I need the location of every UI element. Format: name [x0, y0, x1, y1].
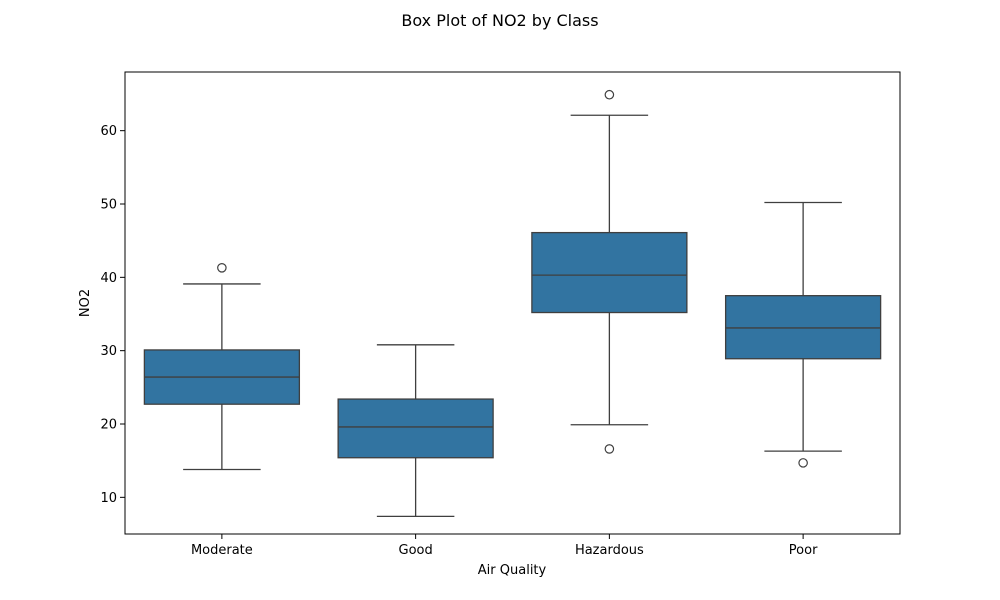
outlier-point [217, 262, 227, 273]
iqr-box [531, 231, 688, 314]
x-tick-label: Poor [789, 543, 818, 558]
box-group-hazardous [531, 89, 688, 454]
y-tick-label: 10 [100, 491, 117, 506]
y-tick-label: 30 [100, 344, 117, 359]
outlier-point [604, 89, 615, 100]
x-tick-label: Hazardous [575, 543, 644, 558]
outlier-point [604, 444, 615, 454]
y-tick-label: 50 [100, 198, 117, 213]
x-tick-label: Moderate [191, 543, 253, 558]
box-group-moderate [143, 262, 301, 471]
iqr-box [337, 398, 494, 459]
plot-area [143, 89, 882, 518]
iqr-box [724, 295, 882, 360]
x-axis-label: Air Quality [478, 563, 547, 578]
y-tick-label: 60 [100, 124, 117, 139]
box-group-good [337, 344, 494, 518]
x-tick-label: Good [399, 543, 433, 558]
y-axis-label: NO2 [78, 289, 93, 317]
chart-title: Box Plot of NO2 by Class [401, 11, 598, 30]
y-tick-label: 40 [100, 271, 117, 286]
box-group-poor [724, 201, 882, 468]
y-tick-label: 20 [100, 418, 117, 433]
outlier-point [798, 458, 808, 468]
plot-frame [124, 71, 901, 535]
